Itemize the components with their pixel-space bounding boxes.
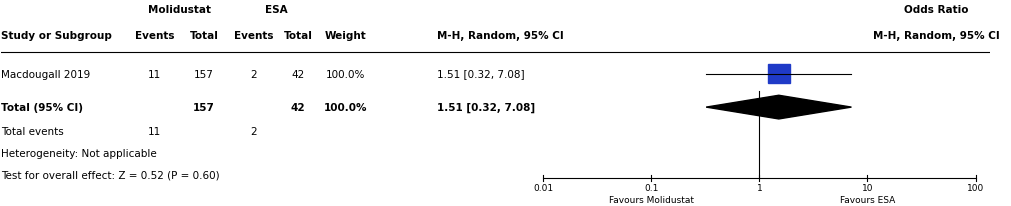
Text: Total (95% CI): Total (95% CI) xyxy=(1,103,83,112)
Text: 2: 2 xyxy=(250,69,257,79)
Text: Total events: Total events xyxy=(1,126,64,136)
Text: 100.0%: 100.0% xyxy=(326,69,365,79)
Text: 11: 11 xyxy=(148,69,161,79)
Text: Test for overall effect: Z = 0.52 (P = 0.60): Test for overall effect: Z = 0.52 (P = 0… xyxy=(1,170,219,179)
Text: Total: Total xyxy=(283,31,312,41)
Text: Favours ESA: Favours ESA xyxy=(839,195,895,204)
Text: Odds Ratio: Odds Ratio xyxy=(903,5,968,15)
Text: Molidustat: Molidustat xyxy=(148,5,210,15)
Text: 0.1: 0.1 xyxy=(644,183,658,192)
Text: 157: 157 xyxy=(194,69,214,79)
Text: Study or Subgroup: Study or Subgroup xyxy=(1,31,112,41)
Text: ESA: ESA xyxy=(264,5,287,15)
Text: 10: 10 xyxy=(861,183,872,192)
Polygon shape xyxy=(706,96,850,119)
Text: 100: 100 xyxy=(966,183,983,192)
Text: M-H, Random, 95% CI: M-H, Random, 95% CI xyxy=(436,31,563,41)
Text: Favours Molidustat: Favours Molidustat xyxy=(609,195,694,204)
Text: 11: 11 xyxy=(148,126,161,136)
Text: 42: 42 xyxy=(291,69,304,79)
Text: 42: 42 xyxy=(290,103,305,112)
Text: 1.51 [0.32, 7.08]: 1.51 [0.32, 7.08] xyxy=(436,102,534,113)
Text: Events: Events xyxy=(134,31,174,41)
Text: M-H, Random, 95% CI: M-H, Random, 95% CI xyxy=(871,31,999,41)
Text: Total: Total xyxy=(189,31,218,41)
Text: Macdougall 2019: Macdougall 2019 xyxy=(1,69,91,79)
Text: Heterogeneity: Not applicable: Heterogeneity: Not applicable xyxy=(1,148,157,158)
Text: Weight: Weight xyxy=(325,31,366,41)
Text: Events: Events xyxy=(234,31,273,41)
Text: 1.51 [0.32, 7.08]: 1.51 [0.32, 7.08] xyxy=(436,69,524,79)
Text: 0.01: 0.01 xyxy=(533,183,553,192)
Text: 1: 1 xyxy=(756,183,761,192)
Bar xyxy=(767,64,789,84)
Text: 2: 2 xyxy=(250,126,257,136)
Text: 157: 157 xyxy=(193,103,215,112)
Text: 100.0%: 100.0% xyxy=(324,103,367,112)
